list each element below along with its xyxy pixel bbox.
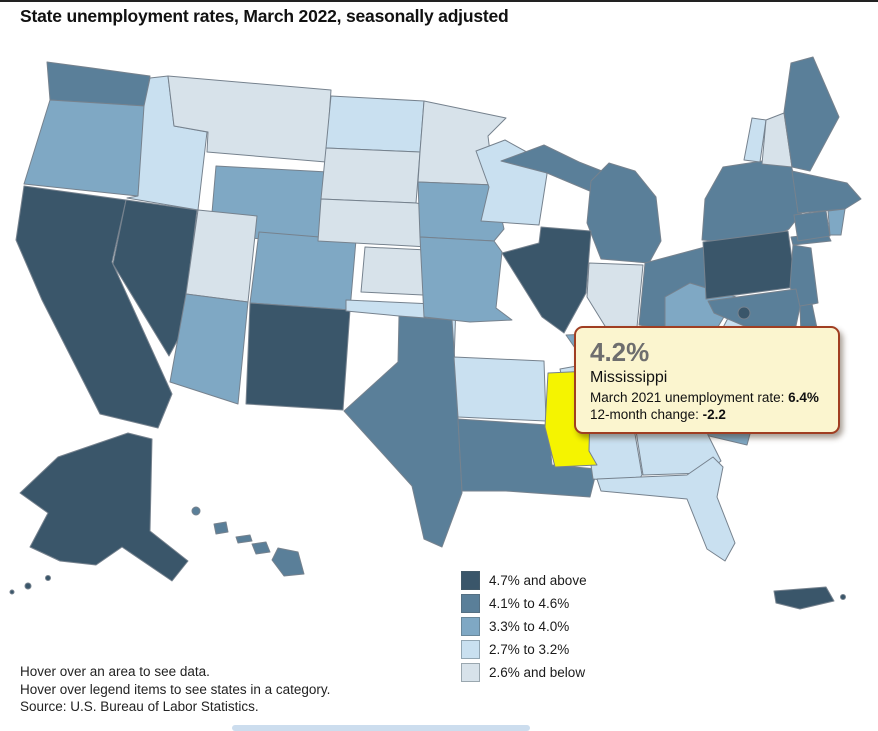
tooltip-state-name: Mississippi <box>590 369 668 386</box>
state-MO[interactable] <box>419 236 513 323</box>
legend-swatch <box>461 640 480 659</box>
state-PA[interactable] <box>702 230 797 300</box>
legend-swatch <box>461 663 480 682</box>
legend-item-high[interactable]: 4.1% to 4.6% <box>461 594 587 613</box>
state-RI[interactable] <box>827 208 846 236</box>
scrollbar-thumb[interactable] <box>232 725 530 731</box>
tooltip-rate: 4.2% <box>590 337 650 367</box>
note-hover-legend: Hover over legend items to see states in… <box>20 681 331 697</box>
state-IA[interactable] <box>417 181 505 242</box>
legend-label: 4.7% and above <box>489 573 587 588</box>
state-NM[interactable] <box>245 302 351 411</box>
state-IL[interactable] <box>501 226 592 334</box>
note-hover-area: Hover over an area to see data. <box>20 664 210 679</box>
legend-item-low[interactable]: 2.7% to 3.2% <box>461 640 587 659</box>
legend-item-lowest[interactable]: 2.6% and below <box>461 663 587 682</box>
state-ND[interactable] <box>325 95 425 153</box>
state-HI-kauai[interactable] <box>191 506 201 516</box>
state-MI-lower[interactable] <box>586 162 662 264</box>
window-top-edge <box>0 0 878 2</box>
state-CO[interactable] <box>249 231 357 311</box>
state-AK-island[interactable] <box>9 589 15 595</box>
state-HI-big-island[interactable] <box>271 547 305 577</box>
state-AK-island[interactable] <box>24 582 32 590</box>
state-AK[interactable] <box>19 432 189 582</box>
tooltip-prev-rate: March 2021 unemployment rate: 6.4% <box>590 390 819 405</box>
legend-item-highest[interactable]: 4.7% and above <box>461 571 587 590</box>
note-source: Source: U.S. Bureau of Labor Statistics. <box>20 699 259 714</box>
state-SD[interactable] <box>320 147 421 204</box>
state-FL[interactable] <box>596 456 736 562</box>
state-HI-oahu[interactable] <box>213 521 229 535</box>
legend-swatch <box>461 594 480 613</box>
state-OR[interactable] <box>23 99 146 197</box>
legend-item-mid[interactable]: 3.3% to 4.0% <box>461 617 587 636</box>
state-AZ[interactable] <box>169 293 249 405</box>
state-MA[interactable] <box>791 170 862 214</box>
state-UT[interactable] <box>185 209 258 303</box>
state-HI-molokai[interactable] <box>235 534 253 544</box>
legend: 4.7% and above 4.1% to 4.6% 3.3% to 4.0%… <box>461 571 587 686</box>
state-MT[interactable] <box>167 75 332 163</box>
state-TX[interactable] <box>343 315 463 548</box>
state-PR-island[interactable] <box>840 594 846 600</box>
state-AK-island[interactable] <box>45 575 51 581</box>
legend-swatch <box>461 571 480 590</box>
legend-label: 3.3% to 4.0% <box>489 619 570 634</box>
state-AR[interactable] <box>453 356 547 422</box>
state-CT[interactable] <box>793 210 831 242</box>
state-PR[interactable] <box>773 586 835 610</box>
legend-label: 4.1% to 4.6% <box>489 596 570 611</box>
legend-swatch <box>461 617 480 636</box>
state-ME[interactable] <box>783 56 840 172</box>
footer-notes: Hover over an area to see data. Hover ov… <box>20 663 330 716</box>
tooltip-change: 12-month change: -2.2 <box>590 407 726 422</box>
legend-label: 2.7% to 3.2% <box>489 642 570 657</box>
state-WA[interactable] <box>46 61 151 107</box>
map-tooltip: 4.2% Mississippi March 2021 unemployment… <box>574 326 840 434</box>
state-DC-dot[interactable] <box>737 306 751 320</box>
state-HI-maui[interactable] <box>251 541 271 555</box>
page-title: State unemployment rates, March 2022, se… <box>20 6 509 26</box>
legend-label: 2.6% and below <box>489 665 586 680</box>
